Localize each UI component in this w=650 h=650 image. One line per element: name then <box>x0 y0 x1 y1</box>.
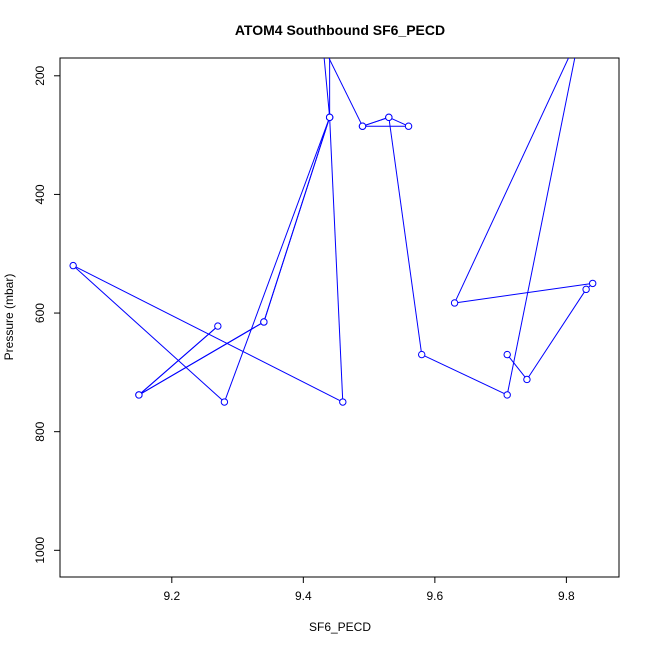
series-line-segment <box>223 117 331 403</box>
series-line-segment <box>388 117 423 355</box>
data-point <box>588 279 597 288</box>
series-line-segment <box>263 117 331 323</box>
series-line-segment <box>323 58 331 118</box>
x-tick-label: 9.4 <box>295 589 312 603</box>
series-line-segment <box>328 58 363 127</box>
data-point <box>503 391 511 399</box>
data-point <box>385 113 393 122</box>
x-axis-label: SF6_PECD <box>309 620 371 634</box>
y-tick-label: 800 <box>33 421 47 441</box>
series-line-segment <box>72 265 344 403</box>
data-point <box>523 375 531 384</box>
data-point <box>260 318 268 326</box>
y-tick-label: 600 <box>33 303 47 323</box>
y-tick-label: 400 <box>33 184 47 204</box>
series-line-segment <box>454 282 593 304</box>
series-line-segment <box>138 325 219 396</box>
data-point <box>69 261 77 270</box>
data-point <box>404 122 413 130</box>
series-line-segment <box>138 321 265 396</box>
data-point <box>358 122 367 130</box>
series-line-segment <box>526 289 587 380</box>
series-line-segment <box>72 265 225 403</box>
x-axis: 9.2 9.4 9.6 9.8 <box>163 577 575 603</box>
x-tick-label: 9.6 <box>427 589 444 603</box>
data-point <box>214 322 222 330</box>
y-tick-label: 200 <box>33 65 47 85</box>
data-point <box>135 391 143 399</box>
series-line-segment <box>506 354 528 380</box>
y-axis: 200 400 600 800 1000 <box>33 65 60 564</box>
data-point <box>325 113 334 122</box>
y-axis-label: Pressure (mbar) <box>2 274 16 361</box>
series-line-segment <box>421 354 508 396</box>
series-line-segment <box>506 58 576 396</box>
x-tick-label: 9.2 <box>163 589 180 603</box>
data-point <box>450 299 459 307</box>
chart-title: ATOM4 Southbound SF6_PECD <box>235 22 445 38</box>
data-point <box>503 350 511 359</box>
series-line-segment <box>329 117 344 403</box>
data-point <box>418 350 426 359</box>
series-line-segment <box>454 58 570 304</box>
series-layer <box>69 58 597 406</box>
data-point <box>339 398 347 406</box>
x-tick-label: 9.8 <box>558 589 575 603</box>
plot-frame <box>59 57 620 578</box>
data-point <box>220 398 229 406</box>
series-line-segment <box>362 116 389 127</box>
data-point <box>582 285 590 294</box>
y-tick-label: 1000 <box>33 537 47 564</box>
